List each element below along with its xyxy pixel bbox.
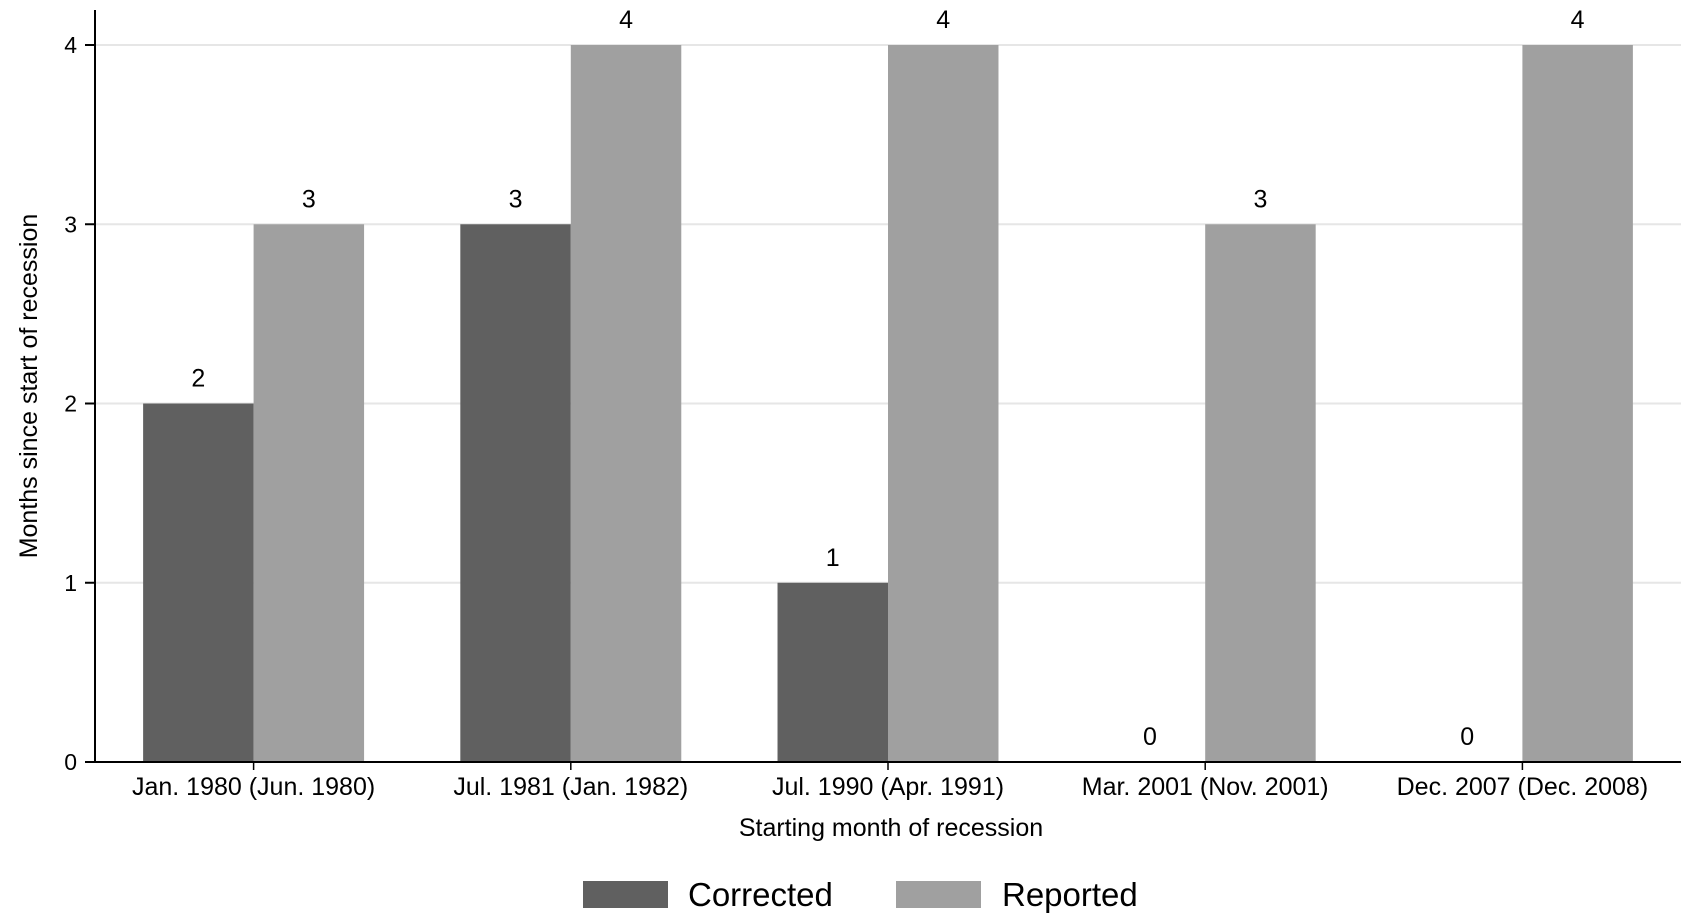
data-label-corrected-1: 3: [509, 185, 523, 213]
data-label-reported-4: 4: [1571, 6, 1585, 34]
legend: Corrected Reported: [583, 876, 1138, 913]
data-label-corrected-2: 1: [826, 544, 840, 572]
data-labels: 2 3 3 4 1 4 0 3 0 4: [191, 6, 1584, 751]
bar-corrected-0: [143, 403, 254, 762]
y-axis-title: Months since start of recession: [15, 214, 43, 559]
bar-reported-1: [570, 45, 682, 762]
y-tick-label: 4: [64, 32, 77, 58]
data-label-reported-3: 3: [1253, 185, 1267, 213]
bar-corrected-2: [777, 582, 888, 762]
x-category-label: Jul. 1981 (Jan. 1982): [453, 773, 688, 801]
x-category-label: Jan. 1980 (Jun. 1980): [132, 773, 375, 801]
legend-label-corrected: Corrected: [688, 876, 833, 913]
data-label-corrected-4: 0: [1460, 723, 1474, 751]
bar-corrected-1: [460, 224, 571, 762]
y-tick-label: 1: [64, 570, 77, 596]
y-tick-label: 2: [64, 391, 77, 417]
x-category-label: Jul. 1990 (Apr. 1991): [772, 773, 1004, 801]
y-tick-label: 0: [64, 749, 77, 775]
x-axis-title: Starting month of recession: [739, 814, 1043, 842]
legend-label-reported: Reported: [1002, 876, 1138, 913]
bars: [143, 45, 1633, 762]
data-label-corrected-0: 2: [191, 365, 205, 393]
bar-reported-2: [888, 45, 999, 762]
data-label-reported-2: 4: [936, 6, 950, 34]
legend-swatch-corrected: [583, 881, 668, 908]
x-category-label: Mar. 2001 (Nov. 2001): [1082, 773, 1329, 801]
data-label-corrected-3: 0: [1143, 723, 1157, 751]
y-ticks: 0 1 2 3 4: [64, 32, 95, 775]
bar-reported-0: [253, 224, 365, 762]
x-category-labels: Jan. 1980 (Jun. 1980) Jul. 1981 (Jan. 198…: [132, 762, 1648, 801]
bar-reported-4: [1522, 45, 1633, 762]
data-label-reported-1: 4: [619, 6, 633, 34]
legend-swatch-reported: [896, 881, 981, 908]
x-category-label: Dec. 2007 (Dec. 2008): [1397, 773, 1649, 801]
y-tick-label: 3: [64, 211, 77, 237]
data-label-reported-0: 3: [302, 185, 316, 213]
bar-reported-3: [1205, 224, 1316, 762]
